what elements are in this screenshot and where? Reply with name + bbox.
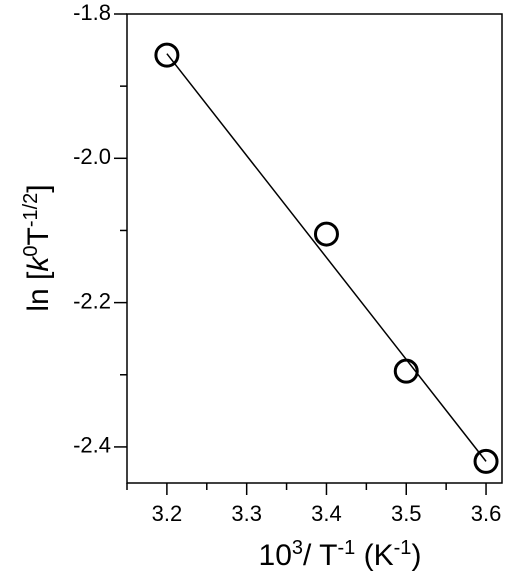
label-part: ] — [22, 184, 55, 192]
label-part: 10 — [259, 539, 292, 572]
x-tick-label: 3.2 — [152, 501, 183, 526]
label-part: (K — [355, 539, 393, 572]
label-part: -1 — [338, 537, 356, 559]
label-part: -1 — [394, 537, 412, 559]
label-part: 0 — [20, 245, 42, 256]
fit-line — [166, 53, 487, 462]
data-point — [393, 358, 419, 384]
y-axis-label: ln [k0T-1/2] — [20, 184, 55, 311]
y-tick-label: -2.2 — [73, 288, 111, 313]
label-part: T — [22, 227, 55, 245]
label-part: k — [22, 255, 55, 272]
x-tick-label: 3.6 — [471, 501, 502, 526]
label-part: ) — [411, 539, 421, 572]
x-tick-label: 3.4 — [311, 501, 342, 526]
x-axis-label: 103/ T-1 (K-1) — [259, 537, 422, 572]
x-tick-label: 3.3 — [231, 501, 262, 526]
data-point — [313, 221, 339, 247]
y-tick-label: -2.4 — [73, 433, 111, 458]
label-part: 3 — [292, 537, 303, 559]
label-part: ln [ — [22, 271, 55, 312]
y-tick-label: -1.8 — [73, 0, 111, 25]
y-tick-label: -2.0 — [73, 144, 111, 169]
x-tick-label: 3.5 — [391, 501, 422, 526]
label-part: -1/2 — [20, 193, 42, 227]
data-point — [154, 42, 180, 68]
data-point — [473, 448, 499, 474]
plot-frame — [126, 13, 503, 484]
label-part: / T — [303, 539, 337, 572]
